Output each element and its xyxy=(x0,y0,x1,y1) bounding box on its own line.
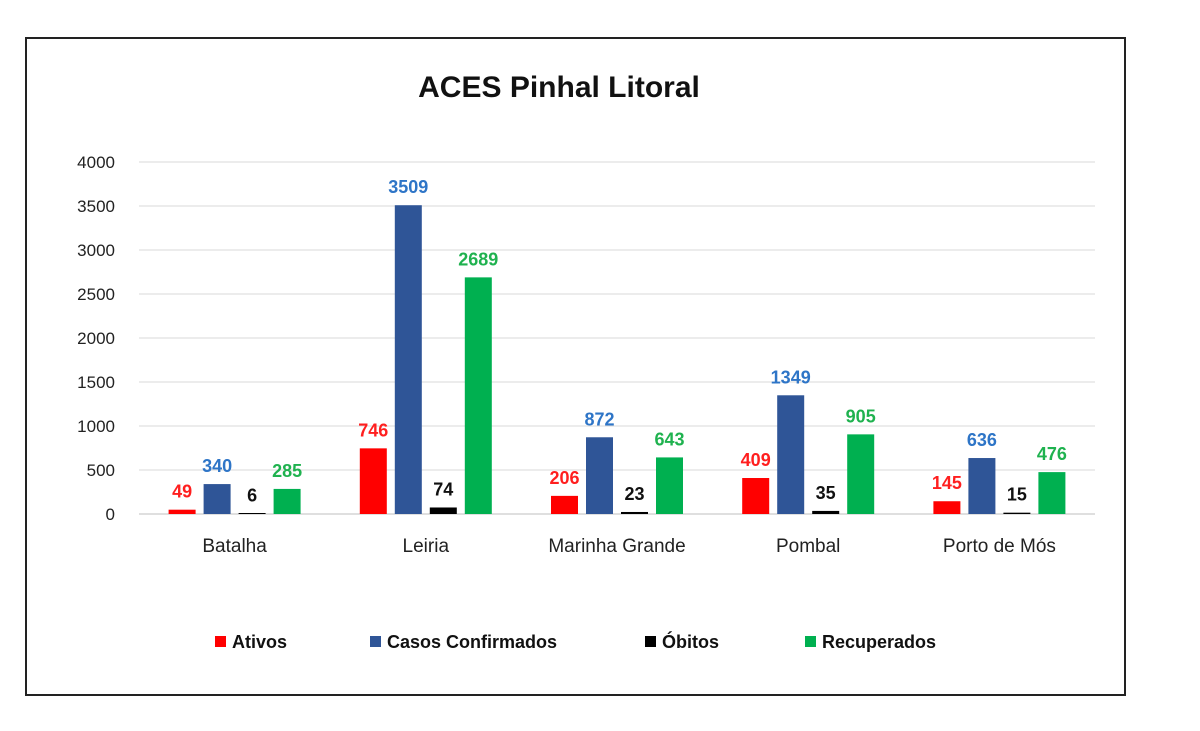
data-label: 636 xyxy=(967,430,997,450)
y-tick-label: 1500 xyxy=(77,373,115,392)
data-label: 643 xyxy=(654,429,684,449)
y-tick-label: 2000 xyxy=(77,329,115,348)
bar xyxy=(394,205,422,514)
legend: Ativos Casos Confirmados Óbitos Recuperados xyxy=(215,631,936,652)
legend-label: Ativos xyxy=(232,632,287,652)
bar xyxy=(203,484,231,514)
bar xyxy=(464,277,492,514)
bar xyxy=(1038,472,1066,514)
data-labels: 49 340 6 285 746 3509 74 2689 206 872 23 643 409 1349… xyxy=(172,177,1067,505)
chart-frame: ACES Pinhal Litoral 0 500 1000 1500 2000 2500… xyxy=(25,37,1126,696)
data-label: 145 xyxy=(932,473,962,493)
y-tick-label: 3500 xyxy=(77,197,115,216)
bar xyxy=(847,434,875,514)
legend-label: Recuperados xyxy=(822,632,936,652)
bar xyxy=(777,395,805,514)
y-axis: 0 500 1000 1500 2000 2500 3000 3500 4000 xyxy=(77,153,115,524)
gridlines xyxy=(139,161,1095,515)
x-tick-label: Batalha xyxy=(202,536,267,557)
chart-title: ACES Pinhal Litoral xyxy=(418,71,700,104)
y-tick-label: 1000 xyxy=(77,417,115,436)
legend-swatch xyxy=(805,636,816,647)
bar xyxy=(551,495,578,514)
bar xyxy=(273,488,301,514)
x-tick-label: Porto de Mós xyxy=(943,536,1056,557)
bar xyxy=(812,510,840,514)
legend-swatch xyxy=(370,636,381,647)
data-label: 905 xyxy=(846,406,876,426)
data-label: 49 xyxy=(172,482,192,502)
x-axis: Batalha Leiria Marinha Grande Pombal Porto d… xyxy=(202,536,1056,557)
bar xyxy=(1003,512,1031,514)
bar xyxy=(586,437,613,514)
y-tick-label: 4000 xyxy=(77,153,115,172)
y-tick-label: 0 xyxy=(106,505,115,524)
bar xyxy=(621,511,648,514)
data-label: 74 xyxy=(433,479,453,499)
data-label: 23 xyxy=(624,484,644,504)
data-label: 3509 xyxy=(388,177,428,197)
bar xyxy=(968,458,996,514)
legend-label: Casos Confirmados xyxy=(387,632,557,652)
data-label: 746 xyxy=(358,420,388,440)
legend-swatch xyxy=(215,636,226,647)
bars xyxy=(168,205,1066,514)
x-tick-label: Marinha Grande xyxy=(548,536,685,557)
bar xyxy=(933,501,961,514)
chart-svg: ACES Pinhal Litoral 0 500 1000 1500 2000 2500… xyxy=(77,71,1095,652)
bar xyxy=(238,513,266,514)
data-label: 340 xyxy=(202,456,232,476)
bar xyxy=(359,448,387,514)
bar xyxy=(742,478,770,514)
y-tick-label: 3000 xyxy=(77,241,115,260)
data-label: 872 xyxy=(584,409,614,429)
y-tick-label: 2500 xyxy=(77,285,115,304)
data-label: 285 xyxy=(272,461,302,481)
data-label: 6 xyxy=(247,485,257,505)
data-label: 35 xyxy=(816,483,836,503)
data-label: 1349 xyxy=(771,367,811,387)
y-tick-label: 500 xyxy=(87,461,115,480)
bar xyxy=(656,457,683,514)
data-label: 15 xyxy=(1007,485,1027,505)
legend-swatch xyxy=(645,636,656,647)
bar xyxy=(168,509,196,514)
data-label: 206 xyxy=(549,468,579,488)
data-label: 476 xyxy=(1037,444,1067,464)
legend-label: Óbitos xyxy=(662,631,719,652)
x-tick-label: Leiria xyxy=(403,536,450,557)
x-tick-label: Pombal xyxy=(776,536,840,557)
data-label: 409 xyxy=(741,450,771,470)
bar xyxy=(429,507,457,514)
data-label: 2689 xyxy=(458,249,498,269)
